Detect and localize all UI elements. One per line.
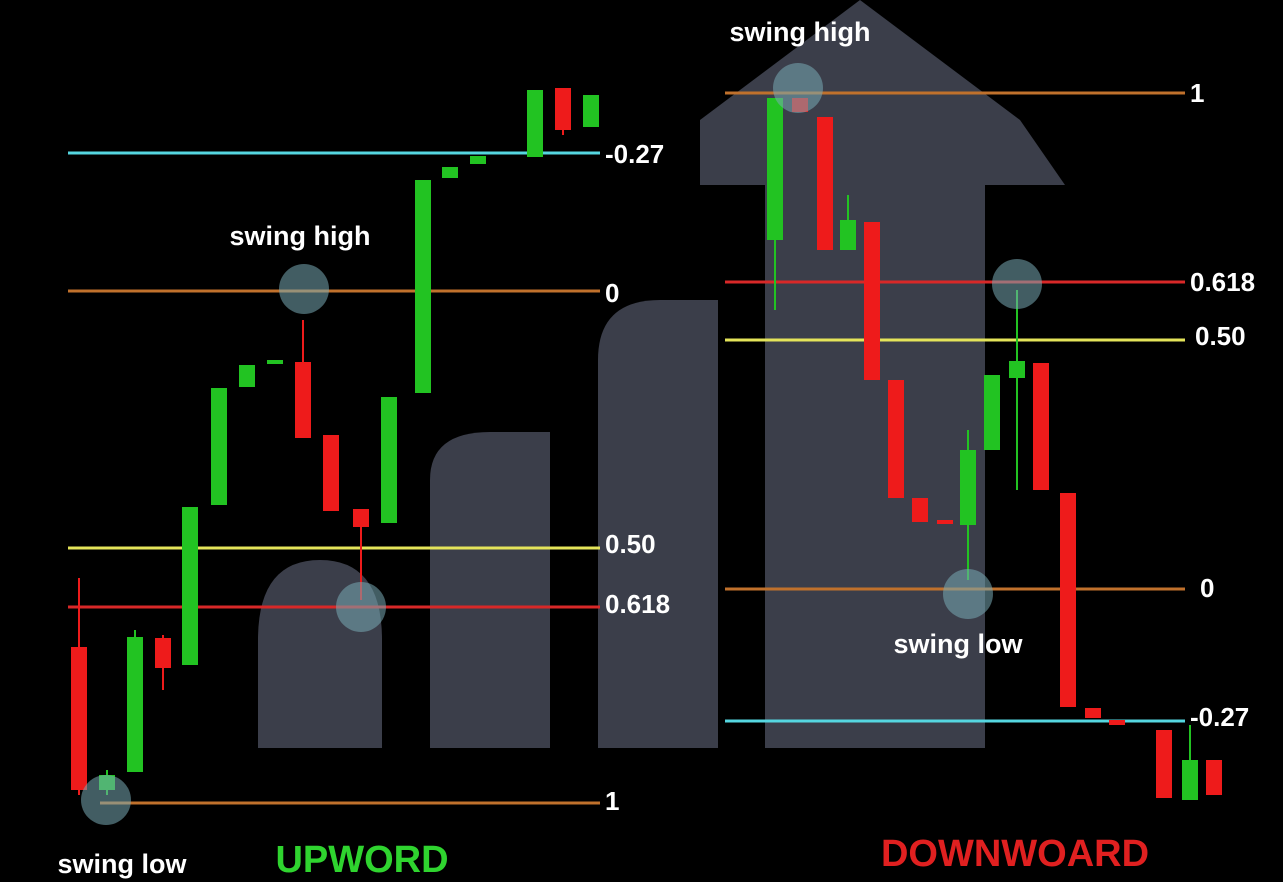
- swing-marker: [279, 264, 329, 314]
- candle-body: [767, 98, 783, 240]
- candle-body: [555, 88, 571, 130]
- candle-body: [1009, 361, 1025, 378]
- candle-body: [182, 507, 198, 665]
- candle-body: [267, 360, 283, 364]
- candle-body: [323, 435, 339, 511]
- candle-body: [470, 156, 486, 164]
- candle-body: [442, 167, 458, 178]
- candle-body: [864, 222, 880, 380]
- level-label: 0: [605, 278, 619, 308]
- swing-marker: [992, 259, 1042, 309]
- level-label: 0.618: [1190, 267, 1255, 297]
- candle-body: [353, 509, 369, 527]
- backdrop-bar: [430, 432, 550, 748]
- candle-body: [583, 95, 599, 127]
- candle-body: [1060, 493, 1076, 707]
- candle-body: [1109, 720, 1125, 725]
- candle-body: [1206, 760, 1222, 795]
- title: UPWORD: [275, 839, 448, 881]
- title: DOWNWOARD: [881, 833, 1149, 875]
- candle-body: [1033, 363, 1049, 490]
- swing-high-label: swing high: [730, 17, 871, 47]
- level-label: 1: [605, 786, 619, 816]
- candle-body: [239, 365, 255, 387]
- candle-body: [71, 647, 87, 790]
- level-label: 0.618: [605, 589, 670, 619]
- candle-body: [960, 450, 976, 525]
- candle-body: [817, 117, 833, 250]
- swing-marker: [81, 775, 131, 825]
- level-label: 0: [1200, 573, 1214, 603]
- candle-body: [1085, 708, 1101, 718]
- level-label: 1: [1190, 78, 1204, 108]
- candle-body: [527, 90, 543, 157]
- candle-body: [1156, 730, 1172, 798]
- level-label: 0.50: [1195, 321, 1246, 351]
- swing-low-label: swing low: [893, 629, 1023, 659]
- swing-low-label: swing low: [57, 849, 187, 879]
- candle-body: [1182, 760, 1198, 800]
- candle-body: [912, 498, 928, 522]
- backdrop-bar: [598, 300, 718, 748]
- swing-marker: [773, 63, 823, 113]
- swing-marker: [943, 569, 993, 619]
- level-label: -0.27: [605, 139, 664, 169]
- candle-body: [415, 180, 431, 393]
- candle-body: [984, 375, 1000, 450]
- swing-marker: [336, 582, 386, 632]
- candle-body: [295, 362, 311, 438]
- backdrop-arrow: [700, 0, 1065, 748]
- level-label: -0.27: [1190, 702, 1249, 732]
- candle-body: [888, 380, 904, 498]
- backdrop: [258, 0, 1065, 748]
- swing-high-label: swing high: [230, 221, 371, 251]
- candle-body: [381, 397, 397, 523]
- level-label: 0.50: [605, 529, 656, 559]
- candle-body: [211, 388, 227, 505]
- candle-body: [840, 220, 856, 250]
- candle-body: [127, 637, 143, 772]
- candle-body: [937, 520, 953, 524]
- candle-body: [155, 638, 171, 668]
